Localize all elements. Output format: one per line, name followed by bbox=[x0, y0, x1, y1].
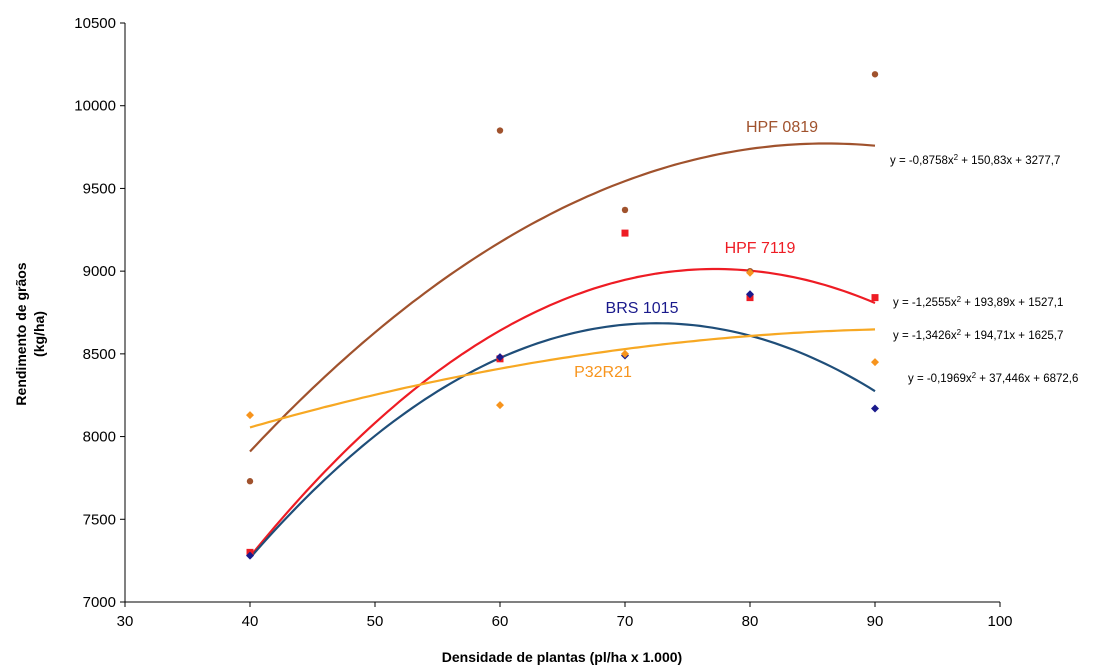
trend-equations: y = -0,8758x2 + 150,83x + 3277,7 y = -1,2… bbox=[890, 153, 1078, 386]
point-hpf-0819 bbox=[621, 206, 629, 214]
equation-brs-1015: y = -1,3426x2 + 194,71x + 1625,7 bbox=[893, 328, 1063, 343]
x-tick-label: 30 bbox=[117, 613, 134, 630]
y-axis-title-line2: (kg/ha) bbox=[31, 311, 47, 357]
x-tick-label: 40 bbox=[242, 613, 259, 630]
equation-hpf-7119: y = -1,2555x2 + 193,89x + 1527,1 bbox=[893, 295, 1063, 310]
equation-p32r21: y = -0,1969x2 + 37,446x + 6872,6 bbox=[908, 371, 1078, 386]
point-hpf-7119 bbox=[621, 229, 629, 237]
y-tick-label: 10500 bbox=[74, 15, 116, 32]
tick-labels: 30 40 50 60 70 80 90 100 7000 7500 8000 8500 9000 950… bbox=[74, 15, 1012, 630]
x-tick-label: 60 bbox=[492, 613, 509, 630]
point-p32r21 bbox=[871, 358, 879, 367]
x-tick-label: 50 bbox=[367, 613, 384, 630]
x-axis-title: Densidade de plantas (pl/ha x 1.000) bbox=[442, 649, 682, 665]
x-tick-label: 70 bbox=[617, 613, 634, 630]
point-hpf-0819 bbox=[246, 478, 254, 485]
series-label-hpf-0819: HPF 0819 bbox=[746, 119, 818, 136]
point-p32r21 bbox=[496, 401, 504, 410]
equation-hpf-0819: y = -0,8758x2 + 150,83x + 3277,7 bbox=[890, 153, 1060, 168]
series-labels: HPF 0819 HPF 7119 BRS 1015 P32R21 bbox=[574, 119, 818, 381]
y-tick-label: 8000 bbox=[83, 429, 116, 446]
trend-line-hpf-0819 bbox=[249, 142, 876, 453]
y-tick-label: 9000 bbox=[83, 263, 116, 280]
point-hpf-7119 bbox=[871, 294, 879, 302]
series-label-hpf-7119: HPF 7119 bbox=[725, 240, 796, 257]
trend-lines bbox=[249, 142, 876, 559]
trend-line-brs-1015 bbox=[249, 322, 876, 559]
trend-line-p32r21 bbox=[249, 328, 876, 429]
y-tick-label: 10000 bbox=[74, 98, 116, 115]
point-p32r21 bbox=[746, 268, 754, 277]
x-tick-label: 80 bbox=[742, 613, 759, 630]
point-p32r21 bbox=[621, 349, 629, 358]
trend-line-hpf-7119 bbox=[249, 267, 876, 558]
data-points bbox=[246, 71, 879, 560]
series-label-p32r21: P32R21 bbox=[574, 364, 632, 381]
point-brs-1015 bbox=[746, 290, 754, 299]
x-tick-label: 90 bbox=[867, 613, 884, 630]
y-axis-title-line1: Rendimento de grãos bbox=[13, 262, 29, 405]
y-tick-label: 9500 bbox=[83, 180, 116, 197]
point-hpf-0819 bbox=[496, 127, 504, 134]
point-hpf-0819 bbox=[871, 71, 879, 78]
x-tick-label: 100 bbox=[987, 613, 1012, 630]
series-label-brs-1015: BRS 1015 bbox=[606, 300, 679, 317]
y-tick-label: 7000 bbox=[83, 594, 116, 611]
y-tick-label: 8500 bbox=[83, 346, 116, 363]
point-p32r21 bbox=[246, 411, 254, 420]
y-tick-label: 7500 bbox=[83, 511, 116, 528]
axes bbox=[120, 22, 1001, 607]
point-brs-1015 bbox=[496, 353, 504, 362]
point-brs-1015 bbox=[871, 404, 879, 413]
y-axis-title: Rendimento de grãos (kg/ha) bbox=[13, 262, 47, 405]
point-brs-1015 bbox=[246, 551, 254, 560]
